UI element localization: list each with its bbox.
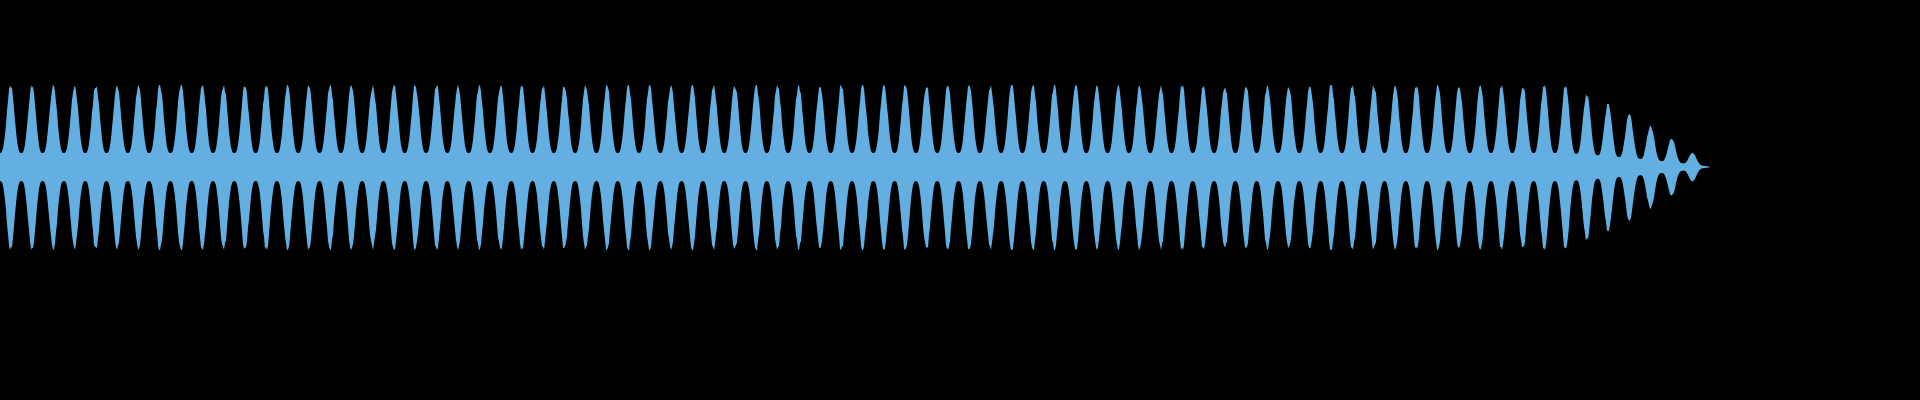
- waveform-center-band: [0, 153, 1710, 181]
